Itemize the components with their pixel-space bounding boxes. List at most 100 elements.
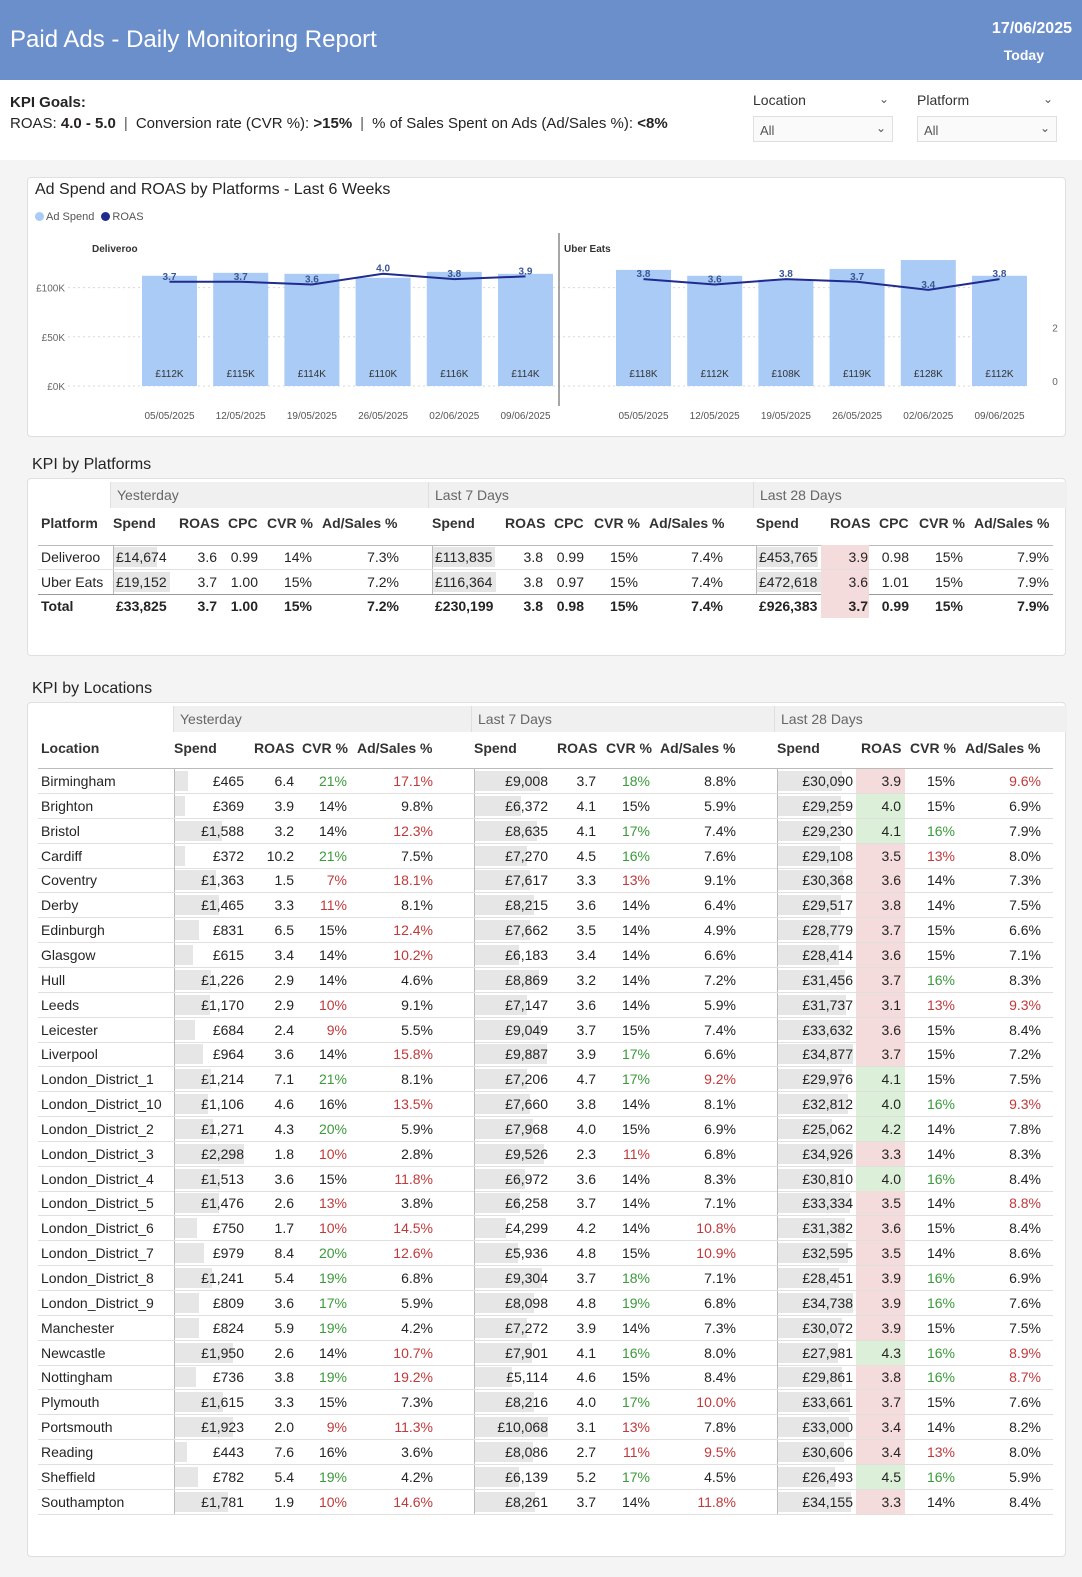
column-header[interactable]: Spend <box>474 740 517 756</box>
bar-axis <box>777 1365 778 1390</box>
chevron-down-icon[interactable]: ⌄ <box>878 92 889 106</box>
bar-axis <box>777 1166 778 1191</box>
bar-axis <box>474 1365 475 1390</box>
cell-value: 3.8 <box>881 897 901 914</box>
cell-value: 21% <box>318 1071 347 1088</box>
column-header[interactable]: CVR % <box>267 515 313 531</box>
cell-value: £1,106 <box>201 1096 244 1113</box>
column-header[interactable]: ROAS <box>557 740 598 756</box>
x-tick-label: 19/05/2025 <box>287 411 337 422</box>
column-header[interactable]: CVR % <box>606 740 652 756</box>
cell-value: 7.9% <box>1017 549 1049 565</box>
column-header[interactable]: Location <box>41 740 100 756</box>
cell-value: £1,241 <box>201 1270 244 1286</box>
column-header[interactable]: Ad/Sales % <box>965 740 1041 756</box>
cell-value: 4.6 <box>576 1369 596 1386</box>
column-header[interactable]: Spend <box>756 515 799 531</box>
bar-axis <box>174 1017 175 1042</box>
bar-axis <box>474 942 475 967</box>
column-header[interactable]: ROAS <box>254 740 295 756</box>
cell-value: 14% <box>926 1245 955 1262</box>
column-header[interactable]: Ad/Sales % <box>357 740 433 756</box>
group-header: Yesterday <box>173 706 471 732</box>
chevron-down-icon[interactable]: ⌄ <box>1042 92 1053 106</box>
platform-filter[interactable]: Platform ⌄ All ⌄ <box>917 92 1057 142</box>
cell-value: £1,465 <box>201 897 244 914</box>
column-header[interactable]: Ad/Sales % <box>649 515 725 531</box>
bar-axis <box>474 1489 475 1514</box>
column-header[interactable]: Spend <box>174 740 217 756</box>
header-divider <box>38 545 1053 546</box>
spend-bar <box>758 279 814 386</box>
column-header[interactable]: ROAS <box>861 740 902 756</box>
cell-value: 3.6 <box>274 1170 294 1187</box>
cell-value: 14% <box>621 1195 650 1212</box>
column-header[interactable]: CVR % <box>910 740 956 756</box>
cell-value: 7.6 <box>274 1443 294 1460</box>
roas-on-goal-highlight <box>856 1092 905 1117</box>
spend-data-bar <box>174 1491 229 1512</box>
spend-data-bar <box>174 1292 199 1313</box>
column-header[interactable]: CVR % <box>302 740 348 756</box>
spend-data-bar <box>474 1094 531 1115</box>
cell-value: 11% <box>623 1145 650 1162</box>
cell-value: £9,887 <box>505 1046 548 1063</box>
platform-filter-dropdown[interactable]: All ⌄ <box>917 116 1057 142</box>
column-header[interactable]: Ad/Sales % <box>974 515 1050 531</box>
column-header[interactable]: Platform <box>41 515 98 531</box>
column-header[interactable]: Spend <box>432 515 475 531</box>
bar-axis <box>174 1439 175 1464</box>
location-filter[interactable]: Location ⌄ All ⌄ <box>753 92 893 142</box>
cell-value: 3.9 <box>274 797 294 814</box>
cell-value: 16% <box>926 971 955 988</box>
column-header[interactable]: Ad/Sales % <box>660 740 736 756</box>
bar-axis <box>474 1290 475 1315</box>
table-row: London_District_4 £1,513 3.6 15% 11.8% £6,972… <box>28 1166 1067 1191</box>
column-header[interactable]: Spend <box>777 740 820 756</box>
cell-value: 3.7 <box>881 971 901 988</box>
location-filter-dropdown[interactable]: All ⌄ <box>753 116 893 142</box>
column-header[interactable]: ROAS <box>179 515 220 531</box>
bar-axis <box>777 1141 778 1166</box>
cell-value: 14% <box>318 797 347 814</box>
table-row: Uber Eats £19,152 3.7 1.00 15% 7.2% £116,364 3.… <box>28 569 1067 594</box>
column-header[interactable]: Spend <box>113 515 156 531</box>
column-header[interactable]: CPC <box>879 515 909 531</box>
cell-value: 8.4 <box>274 1245 294 1262</box>
row-divider <box>38 991 1053 993</box>
location-filter-value: All <box>760 123 775 138</box>
row-divider <box>38 569 1053 570</box>
cell-value: 0.98 <box>556 598 584 614</box>
cell-value: 12.6% <box>393 1245 433 1262</box>
bar-axis <box>174 1141 175 1166</box>
roas-below-goal-highlight <box>856 1415 905 1440</box>
table-row: London_District_10 £1,106 4.6 16% 13.5% £7,66… <box>28 1092 1067 1117</box>
column-header[interactable]: CPC <box>228 515 258 531</box>
column-header[interactable]: CVR % <box>919 515 965 531</box>
cell-value: 19.2% <box>393 1369 433 1386</box>
column-header[interactable]: ROAS <box>505 515 546 531</box>
table-row: Portsmouth £1,923 2.0 9% 11.3% £10,068 3.1 13% 7… <box>28 1415 1067 1440</box>
spend-data-bar <box>474 795 521 816</box>
y-tick-label: £50K <box>42 333 66 344</box>
cell-value: 12.4% <box>393 922 433 939</box>
cell-value: 14% <box>621 922 650 939</box>
location-name: Nottingham <box>41 1369 113 1386</box>
column-header[interactable]: CPC <box>554 515 584 531</box>
cell-value: 5.9% <box>704 797 736 814</box>
bar-axis <box>474 769 475 793</box>
spend-data-bar <box>113 571 170 592</box>
column-header[interactable]: CVR % <box>594 515 640 531</box>
spend-bar <box>426 271 482 386</box>
column-header[interactable]: Ad/Sales % <box>322 515 398 531</box>
bar-axis <box>474 1315 475 1340</box>
cell-value: £369 <box>212 797 244 814</box>
table-row: Leeds £1,170 2.9 10% 9.1% £7,147 3.6 14% 5.9% £31… <box>28 992 1067 1017</box>
cell-value: £1,476 <box>201 1195 244 1212</box>
column-header[interactable]: ROAS <box>830 515 871 531</box>
cell-value: 8.8% <box>1009 1195 1041 1212</box>
cell-value: 7.8% <box>1009 1120 1041 1137</box>
spend-data-bar <box>777 944 839 965</box>
ad-spend-legend-dot <box>35 212 44 221</box>
roas-on-goal-highlight <box>856 1166 905 1191</box>
